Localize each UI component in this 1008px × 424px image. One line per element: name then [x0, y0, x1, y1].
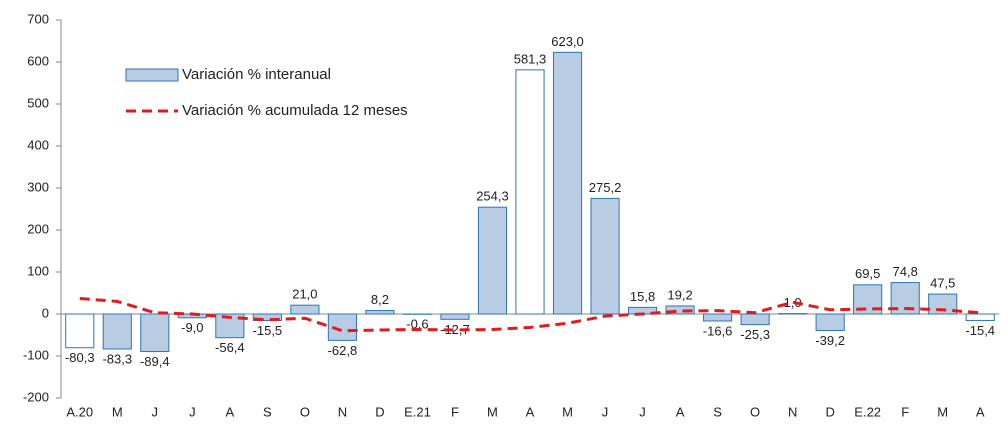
x-tick-label: J [639, 404, 646, 419]
bar [477, 206, 508, 315]
data-label: 74,8 [893, 264, 918, 279]
x-tick-label: F [901, 404, 909, 419]
bar [252, 313, 282, 322]
y-tick-label: 100 [27, 263, 49, 278]
y-tick-label: -100 [23, 347, 49, 362]
y-tick-label: 200 [27, 221, 49, 236]
data-label: -16,6 [703, 323, 733, 338]
data-label: 8,2 [371, 292, 389, 307]
y-tick-label: 600 [27, 53, 49, 68]
data-label: 623,0 [551, 34, 584, 49]
bar [515, 69, 545, 315]
line [79, 296, 981, 333]
legend-label: Variación % acumulada 12 meses [182, 102, 408, 119]
bar [290, 304, 320, 315]
y-tick-label: 300 [27, 179, 49, 194]
x-tick-label: E.21 [404, 404, 431, 419]
data-label: 21,0 [292, 287, 317, 302]
bar [665, 305, 695, 315]
bar [140, 313, 170, 353]
data-label: -56,4 [215, 340, 245, 355]
bar [703, 313, 733, 322]
bar [928, 293, 958, 315]
x-tick-label: M [112, 404, 123, 419]
x-tick-label: N [338, 404, 347, 419]
x-tick-label: M [487, 404, 498, 419]
x-tick-label: D [825, 404, 834, 419]
data-label: -25,3 [740, 327, 770, 342]
data-label: -80,3 [65, 350, 95, 365]
bar [740, 313, 770, 326]
data-label: -0,6 [406, 317, 428, 332]
x-tick-label: S [263, 404, 272, 419]
x-tick-label: M [562, 404, 573, 419]
data-label: 15,8 [630, 289, 655, 304]
data-label: 69,5 [855, 266, 880, 281]
data-label: 581,3 [514, 51, 547, 66]
x-tick-label: O [750, 404, 760, 419]
y-tick-label: 400 [27, 137, 49, 152]
x-tick-label: O [300, 404, 310, 419]
data-label: 254,3 [476, 189, 509, 204]
y-tick-label: 0 [42, 305, 49, 320]
data-label: -83,3 [102, 351, 132, 366]
bar [965, 313, 995, 321]
x-tick-label: N [788, 404, 797, 419]
bar [365, 310, 395, 315]
x-tick-label: S [713, 404, 722, 419]
y-tick-label: 700 [27, 11, 49, 26]
bar [815, 313, 845, 331]
data-label: -15,4 [965, 323, 995, 338]
x-tick-label: A [526, 404, 535, 419]
legend-swatch [125, 68, 179, 82]
data-label: 1,0 [784, 295, 802, 310]
x-tick-label: A [676, 404, 685, 419]
data-label: -62,8 [328, 343, 358, 358]
data-label: -9,0 [181, 320, 203, 335]
data-label: -39,2 [815, 333, 845, 348]
bar [215, 313, 245, 339]
x-tick-label: A.20 [66, 404, 93, 419]
x-tick-label: A [976, 404, 985, 419]
x-tick-label: J [602, 404, 609, 419]
data-label: -89,4 [140, 354, 170, 369]
bar [552, 51, 583, 315]
data-label: -12,7 [440, 322, 470, 337]
x-tick-label: E.22 [854, 404, 881, 419]
data-label: 47,5 [930, 275, 955, 290]
x-tick-label: J [189, 404, 196, 419]
bar [590, 197, 620, 315]
x-tick-label: F [451, 404, 459, 419]
x-tick-label: A [226, 404, 235, 419]
data-label: 275,2 [589, 180, 622, 195]
x-tick-label: M [937, 404, 948, 419]
bar [440, 313, 470, 320]
y-tick-label: -200 [23, 389, 49, 404]
bar [102, 313, 132, 350]
y-tick-label: 500 [27, 95, 49, 110]
x-tick-label: D [375, 404, 384, 419]
x-tick-label: J [152, 404, 159, 419]
legend-label: Variación % interanual [182, 66, 331, 83]
bar [65, 313, 95, 349]
data-label: 19,2 [667, 287, 692, 302]
data-label: -15,5 [253, 323, 283, 338]
